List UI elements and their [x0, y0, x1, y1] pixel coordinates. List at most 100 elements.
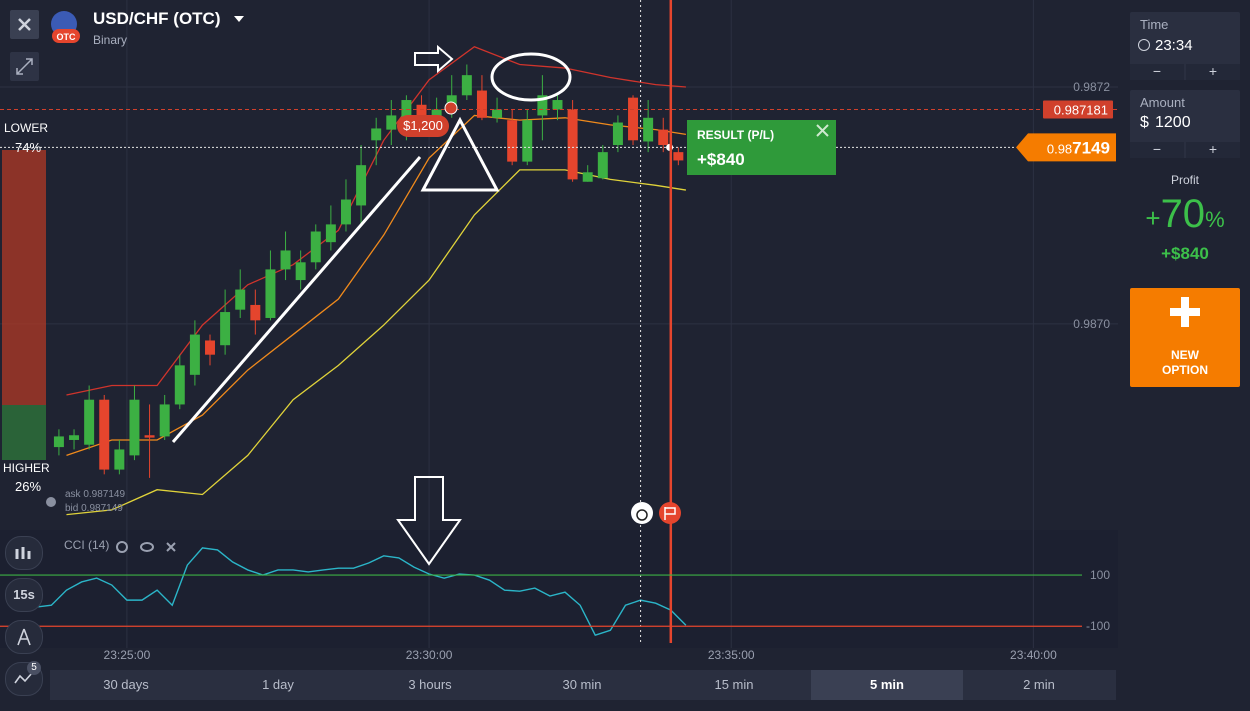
period-button[interactable]: 30 days [103, 677, 149, 692]
new-option-label: NEW OPTION [1161, 348, 1208, 377]
asset-title[interactable]: USD/CHF (OTC) [93, 9, 220, 28]
interval-button[interactable]: 15s [5, 578, 43, 612]
indicators-icon [14, 672, 33, 684]
candle-body [69, 435, 80, 440]
candle-body [522, 120, 533, 162]
cci-tick-label: 100 [1090, 568, 1110, 582]
y-tick-label: 0.9870 [1073, 317, 1110, 331]
period-button[interactable]: 30 min [562, 677, 602, 692]
timer-icon [631, 502, 653, 524]
new-option-button[interactable]: NEW OPTION [1130, 288, 1240, 387]
candle-body [476, 90, 487, 118]
time-minus[interactable]: − [1130, 64, 1184, 80]
candle-body [567, 109, 578, 180]
candle-body [386, 115, 397, 130]
cci-remove[interactable] [166, 542, 176, 552]
profit-pct-row: +70% [1130, 192, 1240, 237]
candle-body [628, 97, 639, 141]
candle-body [144, 435, 155, 438]
otc-badge [52, 29, 80, 43]
candle-body [295, 262, 306, 281]
candle-body [416, 104, 427, 116]
candle-body [673, 152, 684, 161]
flag-icon [659, 502, 681, 524]
clock-icon [1138, 39, 1150, 51]
cci-settings[interactable] [116, 541, 128, 553]
band-upper [66, 45, 686, 396]
band-lower [66, 169, 687, 516]
period-button[interactable]: 1 day [262, 677, 294, 692]
asset-subtitle: Binary [93, 33, 127, 47]
cci-panel [0, 530, 1118, 648]
candle-body [507, 120, 518, 162]
amount-minus[interactable]: − [1130, 142, 1184, 158]
period-button[interactable]: 3 hours [408, 677, 452, 692]
period-button[interactable]: 15 min [714, 677, 754, 692]
candle-body [658, 129, 669, 146]
current-price-label: 0.987149 [1047, 138, 1110, 157]
candle-body [280, 250, 291, 270]
cci-line [36, 547, 687, 637]
current-price-prefix: 0.98 [1047, 141, 1072, 156]
ask-quote: ask 0.987149 [65, 489, 125, 500]
overlay-layer: 23:25:00 23:30:00 23:35:00 23:40:00 0.9872 0.… [0, 0, 1118, 662]
arrow-down-drawing [396, 476, 462, 566]
x-tick-label: 23:40:00 [1010, 648, 1057, 662]
drawing-tool-button[interactable] [5, 620, 43, 654]
amount-value[interactable]: 1200 [1155, 114, 1191, 131]
time-value[interactable]: 23:34 [1155, 37, 1193, 54]
candle-body [189, 334, 200, 375]
candles-layer [53, 64, 684, 478]
candle-body [431, 109, 442, 118]
candle-body [174, 365, 185, 405]
time-label: Time [1140, 17, 1169, 32]
cci-tick-label: -100 [1086, 619, 1110, 633]
band-middle [66, 114, 687, 456]
period-button[interactable]: 2 min [1023, 677, 1055, 692]
flag-icon-inner [664, 507, 676, 520]
asset-dropdown[interactable] [234, 16, 244, 22]
candle-body [99, 399, 110, 470]
arrow-right-drawing [414, 44, 454, 74]
current-price-tag [1016, 133, 1116, 162]
candle-body [492, 109, 503, 118]
y-tick-label: 0.9872 [1073, 80, 1110, 94]
time-plus[interactable]: + [1186, 64, 1240, 80]
current-price-suffix: 7149 [1072, 138, 1110, 157]
candle-body [159, 404, 170, 437]
x-tick-label: 23:35:00 [708, 648, 755, 662]
x-tick-label: 23:25:00 [104, 648, 151, 662]
chart-type-button[interactable] [5, 536, 43, 570]
profit-pct: 70 [1160, 192, 1206, 236]
amount-label: Amount [1140, 95, 1185, 110]
bid-quote: bid 0.987149 [65, 503, 123, 514]
strike-label: 0.987181 [1054, 102, 1108, 117]
ellipse-drawing [490, 52, 572, 102]
candle-body [340, 199, 351, 225]
candle-body [235, 289, 246, 310]
background-layer [0, 0, 1118, 648]
lower-pct: 74% [15, 140, 41, 155]
profit-unit: % [1205, 207, 1225, 232]
candle-body [129, 399, 140, 456]
lower-label: LOWER [4, 121, 48, 135]
timer-icon-inner [636, 509, 648, 521]
cci-title: CCI (14) [64, 538, 109, 552]
candle-body [401, 100, 412, 121]
drawings [171, 44, 572, 566]
amount-plus[interactable]: + [1186, 142, 1240, 158]
expand-icon [16, 58, 33, 75]
candle-body [205, 340, 215, 355]
cci-visibility[interactable] [140, 542, 154, 552]
trend-line [171, 156, 422, 443]
period-button[interactable]: 5 min [811, 670, 963, 700]
result-close[interactable] [816, 124, 829, 137]
result-box [687, 120, 836, 175]
period-bar: 30 days 1 day 3 hours 30 min 15 min 5 mi… [50, 670, 1116, 700]
investment-bubble [397, 115, 449, 137]
candle-body [265, 269, 276, 318]
close-icon [18, 18, 31, 31]
candle-body [371, 128, 382, 141]
sentiment-lower-bar [2, 150, 46, 405]
